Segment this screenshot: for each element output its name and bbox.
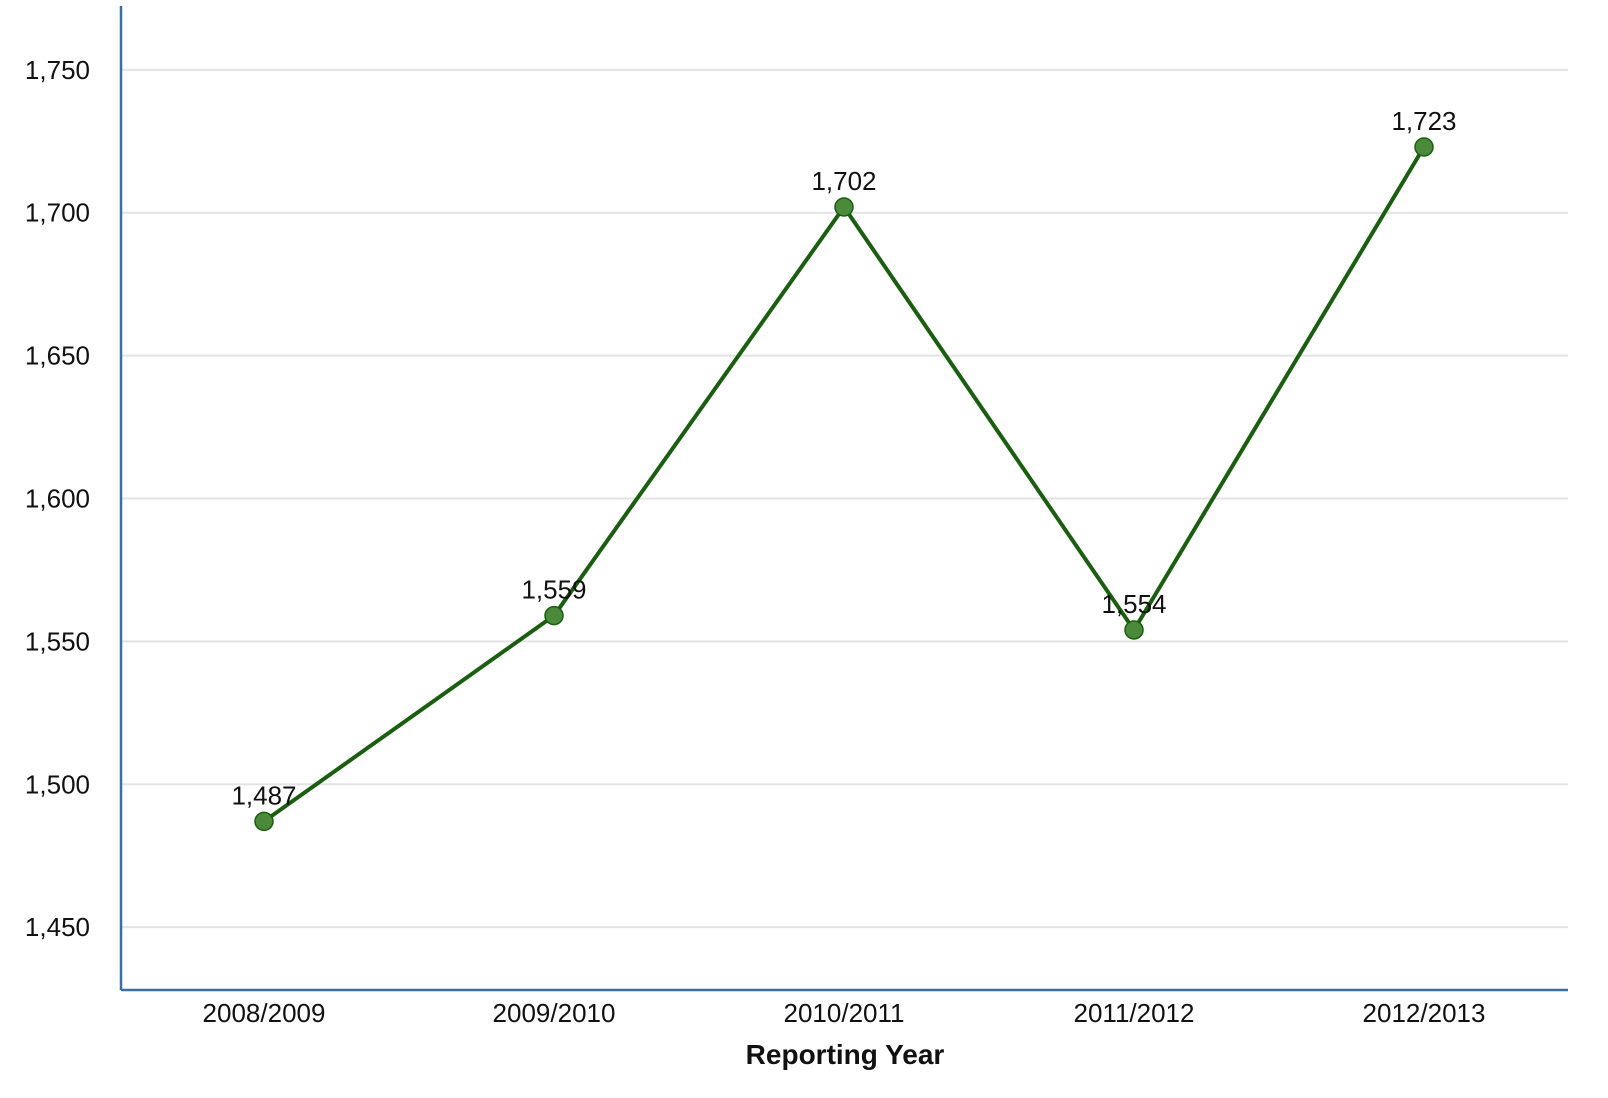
y-tick-label: 1,500: [25, 769, 90, 799]
x-tick-label: 2009/2010: [493, 998, 616, 1028]
data-point-2009-2010: [544, 605, 564, 626]
data-label: 1,487: [231, 780, 296, 810]
data-point-2010-2011: [834, 197, 854, 217]
axes: [119, 6, 1568, 992]
series: [254, 137, 1434, 832]
y-tick-label: 1,750: [25, 55, 90, 85]
y-tick-labels: 1,450 1,500 1,550 1,600 1,650 1,700 1,750: [25, 55, 90, 942]
data-point-2008-2009: [254, 811, 274, 832]
data-label: 1,554: [1101, 589, 1166, 619]
y-tick-label: 1,550: [25, 626, 90, 656]
x-tick-labels: 2008/2009 2009/2010 2010/2011 2011/2012 2012…: [203, 998, 1486, 1028]
data-label: 1,702: [811, 166, 876, 196]
y-tick-label: 1,650: [25, 341, 90, 371]
x-tick-label: 2010/2011: [784, 998, 905, 1028]
x-axis-title: Reporting Year: [746, 1039, 945, 1070]
data-point-2011-2012: [1124, 620, 1144, 640]
y-tick-label: 1,700: [25, 198, 90, 228]
x-tick-label: 2008/2009: [203, 998, 326, 1028]
data-labels: 1,487 1,559 1,702 1,554 1,723: [231, 106, 1456, 810]
x-tick-label: 2011/2012: [1074, 998, 1195, 1028]
x-tick-label: 2012/2013: [1363, 998, 1486, 1028]
series-line: [262, 145, 1426, 824]
y-tick-label: 1,600: [25, 484, 90, 514]
data-label: 1,559: [521, 575, 586, 605]
data-label: 1,723: [1391, 106, 1456, 136]
data-point-2012-2013: [1414, 137, 1434, 157]
y-tick-label: 1,450: [25, 912, 90, 942]
